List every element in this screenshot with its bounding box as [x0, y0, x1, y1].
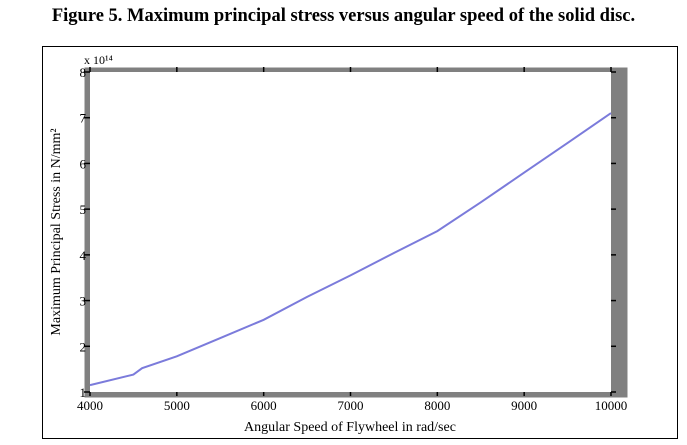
- y-axis-label: Maximum Principal Stress in N/mm²: [49, 128, 64, 335]
- figure-caption: Figure 5. Maximum principal stress versu…: [51, 6, 636, 26]
- x-tick-label: 8000: [424, 398, 450, 413]
- x-tick-label: 9000: [511, 398, 537, 413]
- y-tick-label: 2: [80, 339, 87, 354]
- y-tick-label: 7: [80, 111, 87, 126]
- x-tick-label: 5000: [164, 398, 190, 413]
- y-tick-label: 1: [80, 385, 87, 400]
- y-tick-label: 6: [80, 156, 87, 171]
- x-tick-label: 6000: [251, 398, 277, 413]
- x-tick-label: 4000: [77, 398, 103, 413]
- figure-frame: [42, 46, 678, 439]
- x-axis-label: Angular Speed of Flywheel in rad/sec: [244, 420, 456, 435]
- y-tick-label: 3: [80, 294, 87, 309]
- x-tick-labels: 4000 5000 6000 7000 8000 9000 10000: [77, 398, 627, 413]
- plot-area: [90, 72, 611, 392]
- x-tick-label: 10000: [595, 398, 628, 413]
- y-tick-labels: 1 2 3 4 5 6 7 8: [80, 65, 87, 400]
- y-tick-label: 8: [80, 65, 87, 80]
- ticks: [84, 67, 616, 396]
- x-tick-label: 7000: [338, 398, 364, 413]
- series-line: [89, 112, 612, 387]
- y-tick-label: 4: [80, 248, 87, 263]
- y-tick-label: 5: [80, 202, 87, 217]
- y-multiplier: x 10¹⁴: [84, 53, 113, 67]
